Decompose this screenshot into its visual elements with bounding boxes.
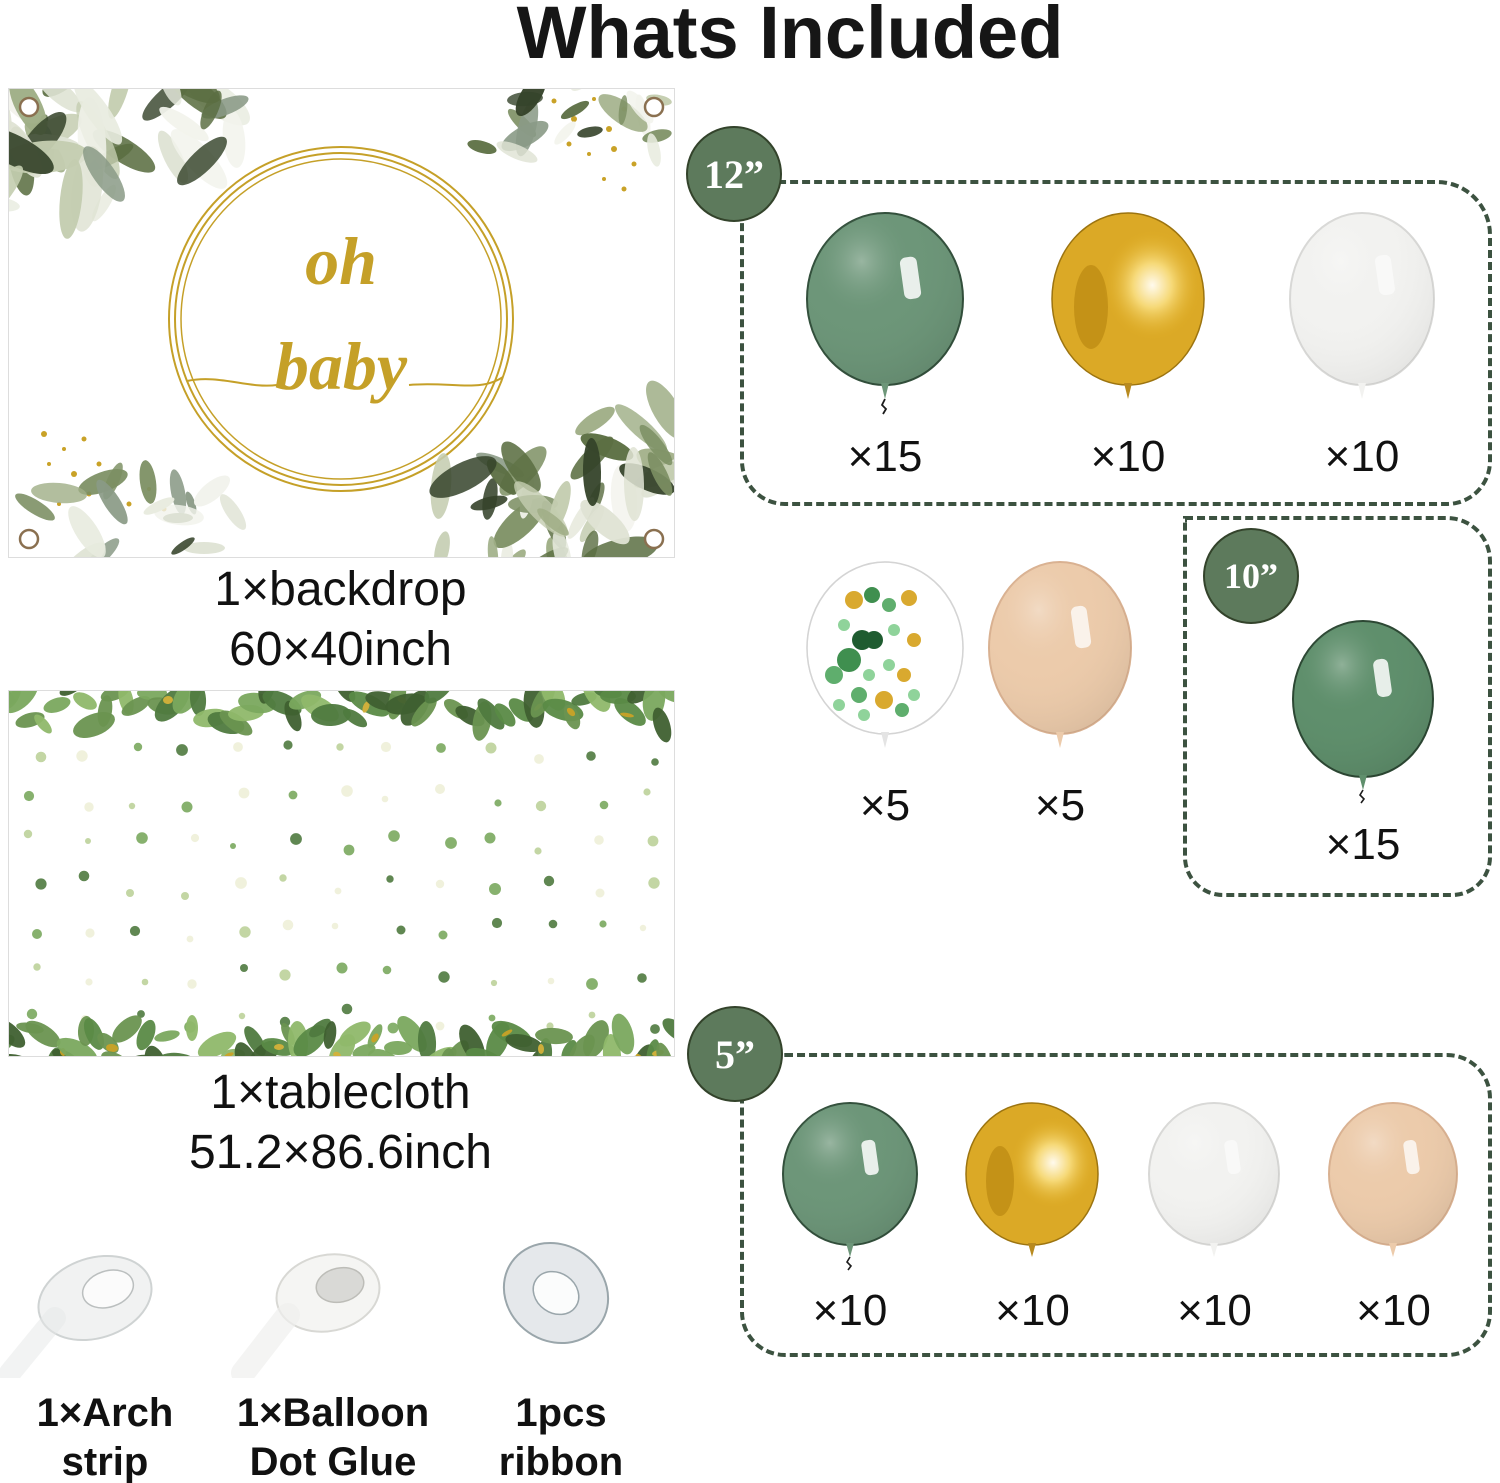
svg-text:oh: oh: [305, 223, 377, 299]
svg-text:baby: baby: [275, 328, 408, 404]
